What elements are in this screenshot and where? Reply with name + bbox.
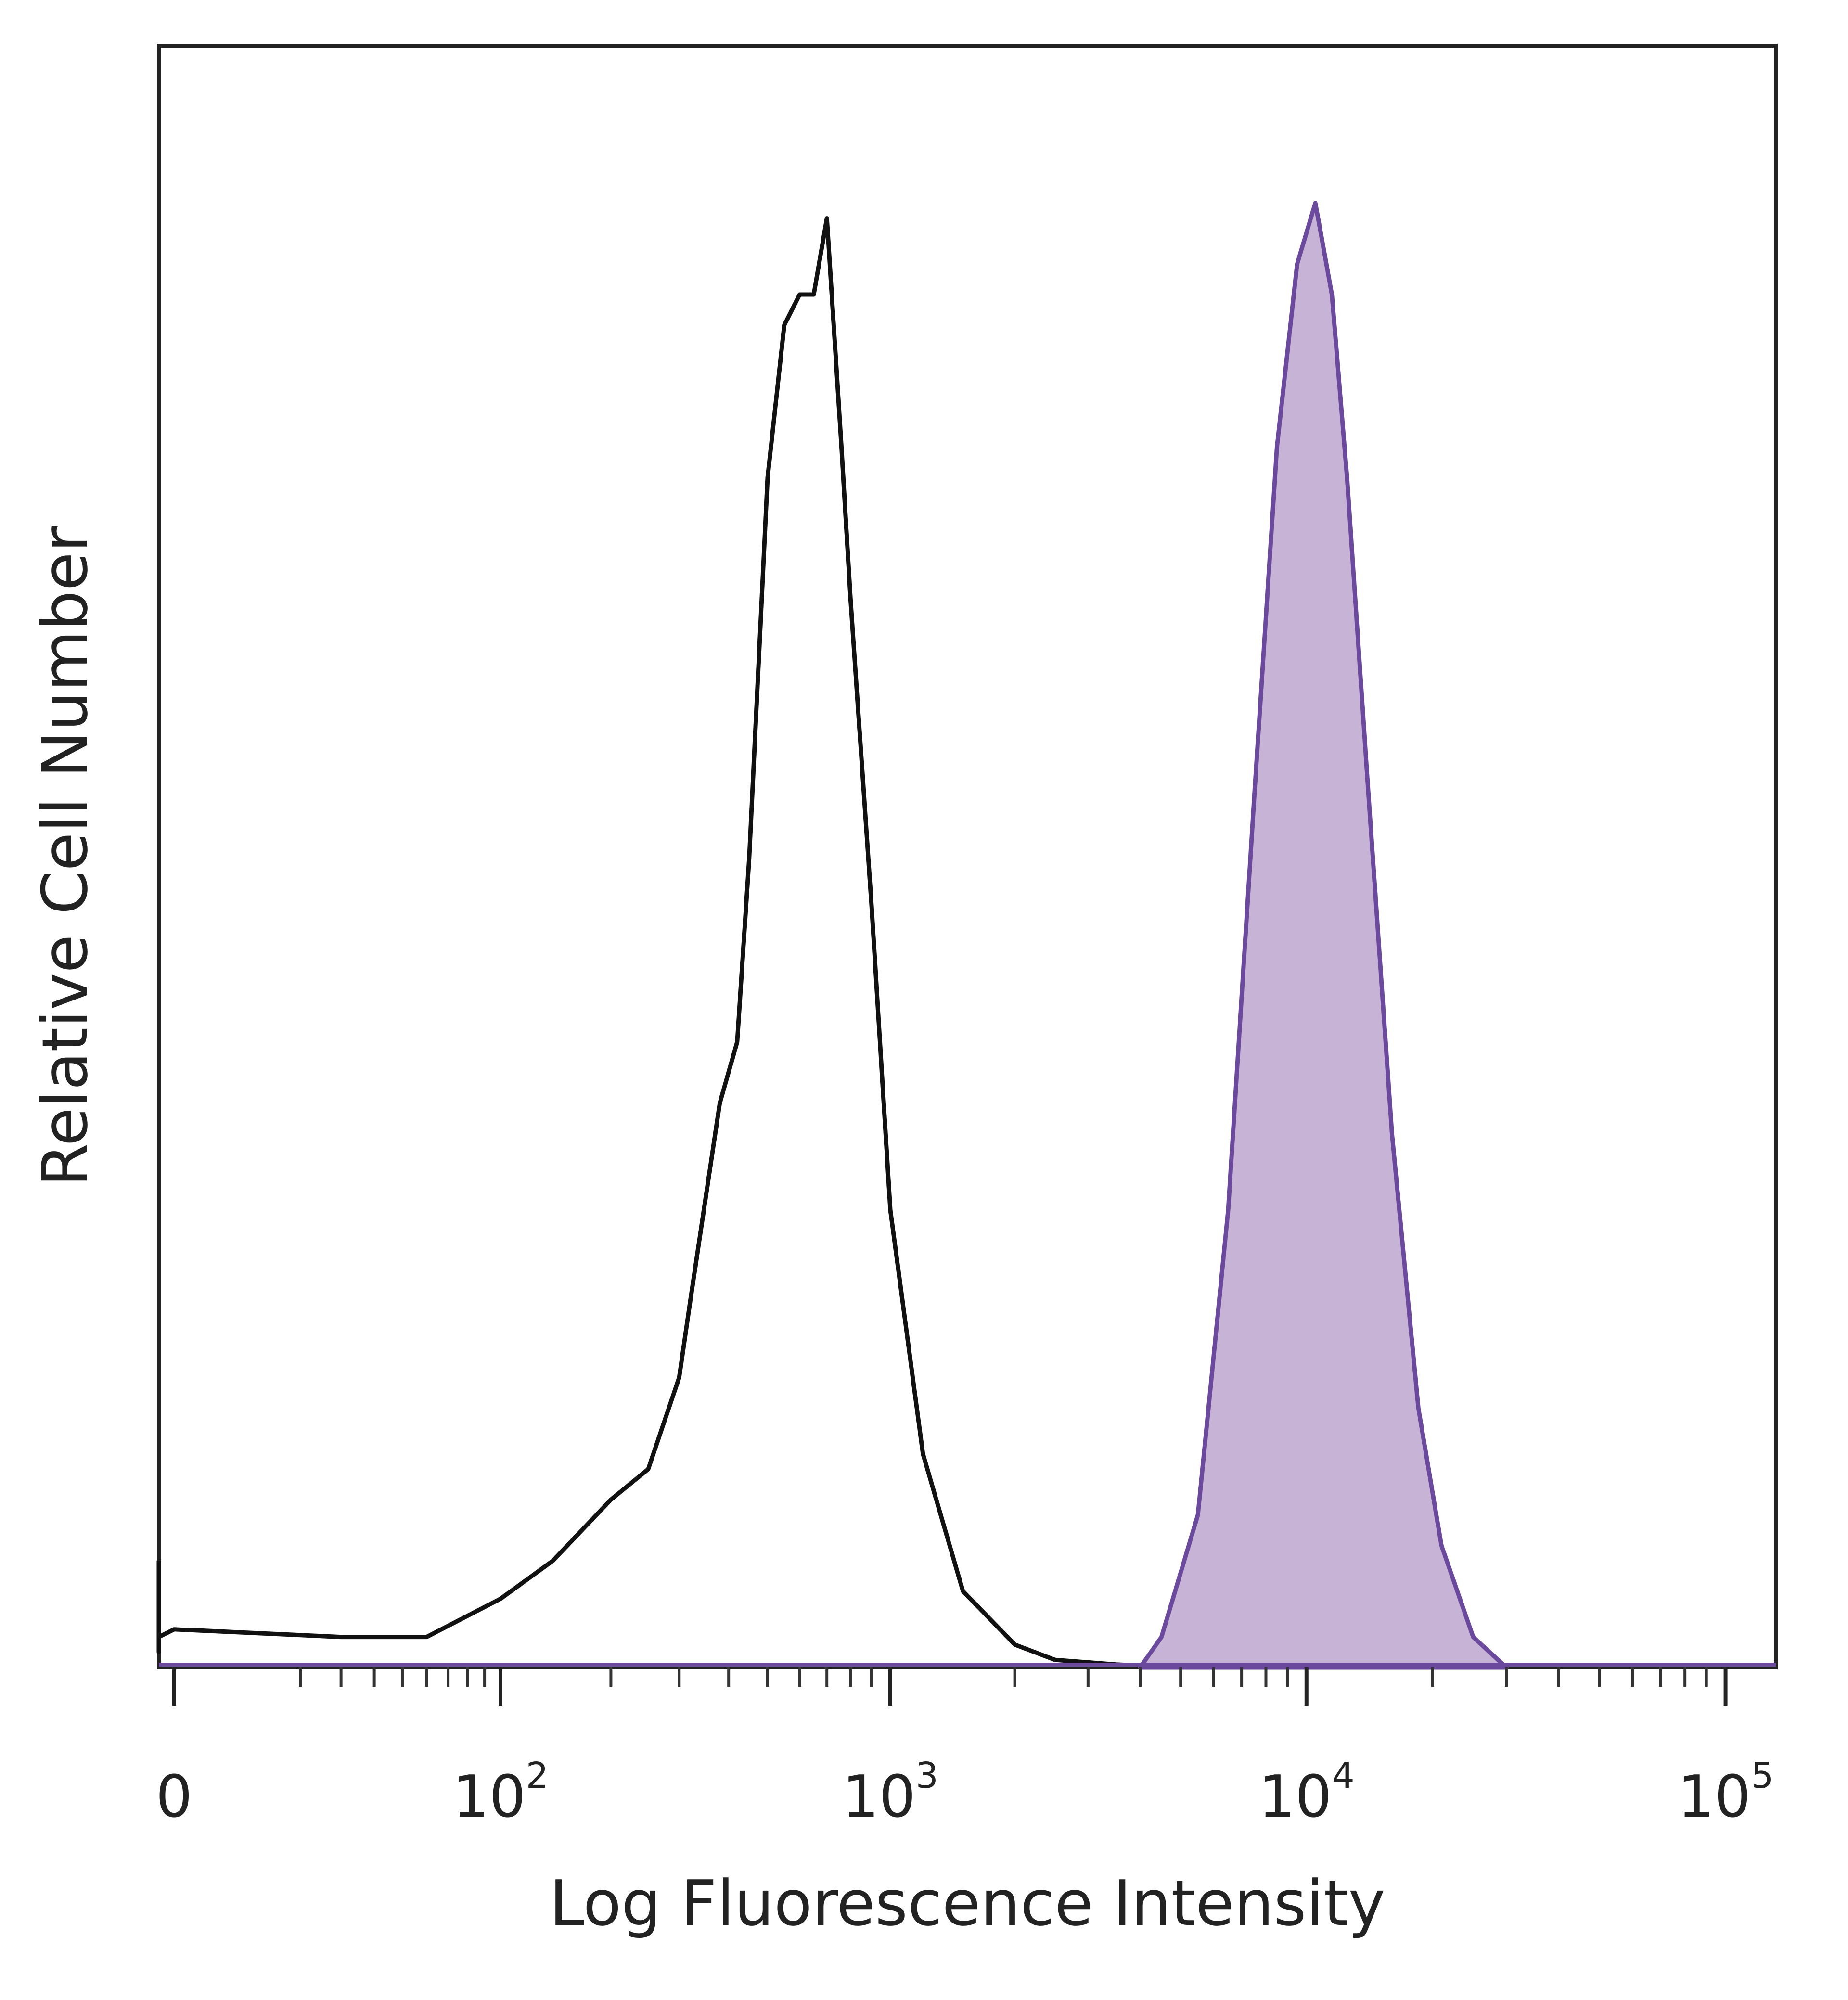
x-tick-label-5: 105: [1678, 1755, 1774, 1831]
x-tick-label-3: 103: [842, 1755, 938, 1831]
x-tick-label-4: 104: [1258, 1755, 1355, 1831]
histogram-series-2: [1138, 201, 1509, 1670]
x-tick-label-1: 0: [156, 1764, 192, 1831]
x-axis-ticks: 0 102 103 104 105: [156, 1667, 1774, 1831]
series-layer: [156, 201, 1776, 1670]
plot-frame: [157, 44, 1778, 1669]
histogram-series-1: [156, 216, 1181, 1670]
x-tick-label-2: 102: [452, 1755, 549, 1831]
y-axis-label: Relative Cell Number: [28, 526, 102, 1187]
x-axis-label: Log Fluorescence Intensity: [549, 1867, 1385, 1940]
